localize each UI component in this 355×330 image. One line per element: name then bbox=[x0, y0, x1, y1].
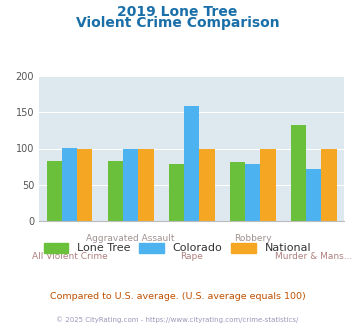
Bar bbox=[322, 148, 337, 221]
Bar bbox=[108, 161, 123, 221]
Legend: Lone Tree, Colorado, National: Lone Tree, Colorado, National bbox=[39, 238, 316, 258]
Bar bbox=[184, 106, 200, 221]
Text: Aggravated Assault: Aggravated Assault bbox=[86, 234, 175, 243]
Bar bbox=[47, 161, 62, 221]
Text: © 2025 CityRating.com - https://www.cityrating.com/crime-statistics/: © 2025 CityRating.com - https://www.city… bbox=[56, 317, 299, 323]
Text: 2019 Lone Tree: 2019 Lone Tree bbox=[117, 5, 238, 19]
Bar bbox=[245, 164, 261, 221]
Text: Rape: Rape bbox=[180, 252, 203, 261]
Bar bbox=[62, 148, 77, 221]
Text: Violent Crime Comparison: Violent Crime Comparison bbox=[76, 16, 279, 30]
Bar bbox=[230, 162, 245, 221]
Bar bbox=[200, 148, 214, 221]
Bar bbox=[77, 148, 92, 221]
Bar bbox=[306, 169, 322, 221]
Text: All Violent Crime: All Violent Crime bbox=[32, 252, 108, 261]
Bar bbox=[291, 125, 306, 221]
Text: Compared to U.S. average. (U.S. average equals 100): Compared to U.S. average. (U.S. average … bbox=[50, 292, 305, 301]
Bar bbox=[169, 164, 184, 221]
Text: Murder & Mans...: Murder & Mans... bbox=[275, 252, 353, 261]
Bar bbox=[123, 149, 138, 221]
Bar bbox=[138, 148, 153, 221]
Text: Robbery: Robbery bbox=[234, 234, 272, 243]
Bar bbox=[261, 148, 275, 221]
